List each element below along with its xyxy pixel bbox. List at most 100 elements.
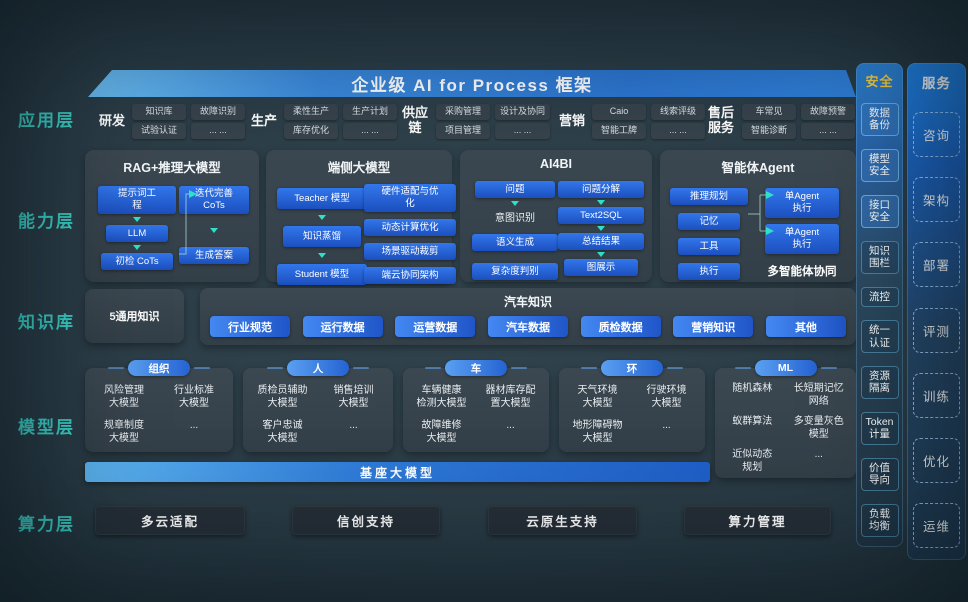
app-item-more[interactable]: ... ... [651, 122, 705, 139]
app-item[interactable]: 故障预警 [801, 104, 855, 120]
flow-step[interactable]: 单Agent 执行 [765, 224, 839, 254]
security-item[interactable]: 统一 认证 [860, 319, 899, 354]
service-item[interactable]: 优化 [913, 437, 960, 483]
flow-step[interactable]: 执行 [678, 263, 740, 280]
security-item[interactable]: 流控 [860, 286, 899, 308]
app-item[interactable]: 知识库 [132, 104, 186, 120]
security-item[interactable]: 知识 围栏 [860, 240, 899, 274]
flow-step[interactable]: Text2SQL [558, 207, 644, 224]
flow-step[interactable]: 图展示 [564, 259, 638, 276]
security-item[interactable]: 接口 安全 [860, 194, 899, 228]
service-item[interactable]: 评测 [913, 307, 960, 353]
down-arrow-icon [318, 215, 326, 220]
cap-box-title: AI4BI [540, 157, 572, 171]
model-item: 天气环境 大模型 [577, 385, 618, 409]
cap-box-rag: RAG+推理大模型 提示词工 程 LLM 初检 CoTs 迭代完善 CoTs 生… [85, 150, 259, 282]
model-pill: 车 [425, 360, 527, 376]
service-item[interactable]: 架构 [913, 177, 960, 223]
cap-box-edge-model: 端侧大模型 Teacher 模型 知识蒸馏 Student 模型 硬件适配与优 … [266, 150, 456, 285]
flow-step[interactable]: 记忆 [678, 213, 740, 230]
security-item[interactable]: 资源 隔离 [860, 365, 899, 400]
model-item: 多变量灰色 模型 [793, 416, 844, 440]
compute-item[interactable]: 信创支持 [292, 506, 440, 535]
security-item[interactable]: Token 计量 [860, 411, 899, 446]
app-item[interactable]: 柔性生产 [284, 104, 338, 120]
model-item-more: ... [662, 420, 671, 431]
flow-step[interactable]: 迭代完善 CoTs [179, 186, 249, 214]
knowledge-auto-box: 汽车知识 行业规范 运行数据 运营数据 汽车数据 质检数据 营销知识 其他 [200, 288, 856, 345]
knowledge-item[interactable]: 汽车数据 [487, 316, 568, 337]
app-item[interactable]: 故障识别 [191, 104, 245, 120]
model-item: 故障维修 大模型 [421, 420, 462, 444]
compute-item[interactable]: 云原生支持 [488, 506, 637, 535]
app-item[interactable]: 生产计划 [343, 104, 397, 120]
flow-step[interactable]: 推理规划 [670, 188, 748, 205]
flow-step[interactable]: 总结结果 [558, 233, 644, 250]
layer-label-app: 应用层 [18, 111, 75, 130]
down-arrow-icon [210, 228, 218, 233]
model-item: 风险管理 大模型 [104, 385, 144, 409]
knowledge-item[interactable]: 其他 [765, 316, 846, 337]
security-column: 安全 数据 备份 模型 安全 接口 安全 知识 围栏 流控 统一 认证 资源 隔… [856, 63, 903, 547]
app-item-more[interactable]: ... ... [495, 122, 551, 139]
knowledge-item[interactable]: 行业规范 [210, 316, 290, 337]
flow-step[interactable]: Student 模型 [277, 264, 367, 285]
flow-step[interactable]: 提示词工 程 [98, 186, 176, 214]
compute-item[interactable]: 算力管理 [684, 506, 831, 535]
app-item[interactable]: 设计及协同 [495, 104, 551, 120]
app-group-label: 营销 [558, 112, 585, 128]
flow-step[interactable]: 单Agent 执行 [765, 188, 839, 218]
security-item[interactable]: 价值 导向 [860, 457, 899, 491]
security-item[interactable]: 负载 均衡 [860, 503, 899, 537]
model-item-more: ... [506, 420, 515, 431]
app-item[interactable]: 项目管理 [436, 122, 490, 139]
flow-step[interactable]: 问题 [475, 181, 555, 198]
knowledge-item[interactable]: 运营数据 [395, 316, 476, 337]
app-item[interactable]: 库存优化 [284, 122, 338, 139]
model-item: 规章制度 大模型 [104, 420, 144, 444]
flow-step[interactable]: 知识蒸馏 [283, 226, 361, 247]
app-group-supply-chain: 供应链 采购管理 项目管理 设计及协同 ... ... [400, 104, 551, 139]
app-group-marketing: 营销 Caio 智能工牌 线索评级 ... ... [558, 104, 705, 139]
model-pill: ML [734, 360, 837, 376]
app-item[interactable]: Caio [592, 104, 646, 120]
app-item-more[interactable]: ... ... [801, 122, 855, 139]
model-item: 质检员辅助 大模型 [257, 385, 308, 409]
flow-step[interactable]: 问题分解 [558, 181, 644, 198]
flow-step[interactable]: 场景驱动裁剪 [364, 243, 456, 260]
compute-item[interactable]: 多云适配 [95, 506, 245, 535]
flow-step[interactable]: 动态计算优化 [364, 219, 456, 236]
security-item[interactable]: 数据 备份 [860, 102, 899, 136]
cap-box-ai4bi: AI4BI 问题 意图识别 语义生成 复杂度判别 问题分解 Text2SQL 总… [460, 150, 652, 282]
knowledge-item[interactable]: 运行数据 [302, 316, 383, 337]
knowledge-item[interactable]: 营销知识 [673, 316, 754, 337]
model-group-ml: ML 随机森林 长短期记忆 网络 蚁群算法 多变量灰色 模型 近似动态 规划 .… [715, 360, 856, 478]
app-item[interactable]: 智能诊断 [742, 122, 796, 139]
flow-step[interactable]: 语义生成 [472, 234, 558, 251]
app-item[interactable]: 采购管理 [436, 104, 490, 120]
app-item[interactable]: 试验认证 [132, 122, 186, 139]
flow-step[interactable]: LLM [106, 225, 168, 242]
app-item-more[interactable]: ... ... [343, 122, 397, 139]
app-group-production: 生产 柔性生产 库存优化 生产计划 ... ... [250, 104, 397, 139]
flow-step[interactable]: 工具 [678, 238, 740, 255]
app-item[interactable]: 车常见 [742, 104, 796, 120]
app-item[interactable]: 智能工牌 [592, 122, 646, 139]
service-item[interactable]: 训练 [913, 372, 960, 418]
flow-step[interactable]: 初检 CoTs [101, 253, 173, 270]
flow-step[interactable]: 硬件适配与优 化 [364, 184, 456, 212]
model-item: 车辆健康 检测大模型 [416, 385, 467, 409]
service-item[interactable]: 部署 [913, 242, 960, 288]
flow-step[interactable]: 端云协同架构 [364, 267, 456, 284]
knowledge-item[interactable]: 质检数据 [580, 316, 661, 337]
model-item: 长短期记忆 网络 [793, 383, 844, 407]
app-item[interactable]: 线索评级 [651, 104, 705, 120]
knowledge-general-box: 5通用知识 [85, 289, 184, 343]
app-item-more[interactable]: ... ... [191, 122, 245, 139]
service-item[interactable]: 咨询 [913, 112, 960, 158]
security-item[interactable]: 模型 安全 [860, 148, 899, 182]
flow-step[interactable]: Teacher 模型 [277, 188, 367, 209]
service-item[interactable]: 运维 [913, 502, 960, 548]
flow-step[interactable]: 复杂度判别 [472, 263, 558, 280]
flow-step[interactable]: 生成答案 [179, 247, 249, 264]
